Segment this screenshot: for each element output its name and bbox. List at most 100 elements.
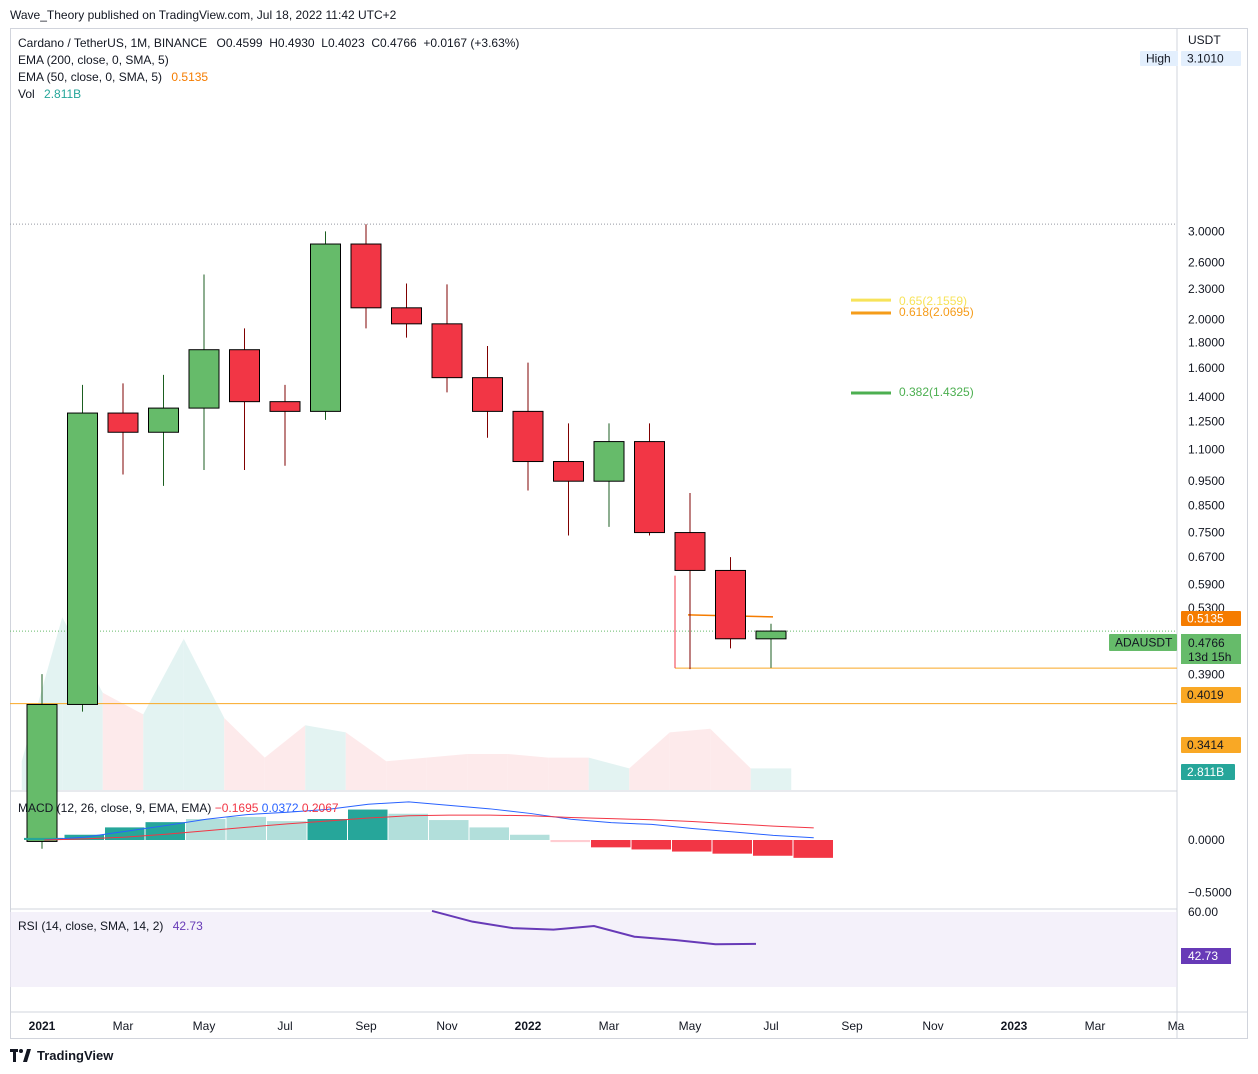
candle-body-2021-05 [188,349,220,409]
candle-body-2022-01 [512,410,544,463]
macd-tick-label: −0.5000 [1188,886,1232,900]
support2-badge-bg [1181,737,1241,753]
volume-area-2021-07 [264,725,306,790]
candle-body-2022-07 [755,630,787,640]
time-axis-label: May [193,1019,216,1033]
macd-histogram-bar [267,821,307,840]
price-tick-label: 1.1000 [1188,442,1225,456]
volume-area-2021-08 [305,725,346,790]
tradingview-logo-icon [10,1049,31,1062]
macd-histogram-bar [307,819,347,840]
volume-area-2021-04 [143,638,184,790]
macd-legend: MACD (12, 26, close, 9, EMA, EMA) −0.169… [18,801,339,815]
macd-label: MACD (12, 26, close, 9, EMA, EMA) [18,801,212,815]
price-tick-label: 1.6000 [1188,361,1225,375]
time-axis-label: Jul [277,1019,292,1033]
volume-area-2021-05 [183,638,225,790]
rsi-tick-label: 60.00 [1188,905,1218,919]
price-tick-label: 0.7500 [1188,526,1225,540]
rsi-band [10,912,1177,987]
macd-histogram-bar [712,840,752,854]
time-axis-label: Ma [1168,1019,1185,1033]
candle-body-2022-06 [715,569,746,640]
ohlc-values: O0.4599 H0.4930 L0.4023 C0.4766 +0.0167 … [216,36,520,50]
volume-area-2022-06 [710,728,751,790]
volume-area-2022-04 [629,732,670,790]
high-value-badge: 3.1010 [1187,52,1224,66]
volume-area-2022-03 [588,757,630,790]
volume-label: Vol [18,87,35,101]
time-axis-label: Nov [436,1019,457,1033]
volume-badge-bg [1181,764,1235,780]
macd-signal-line [44,814,814,841]
candle-body-2021-01 [26,703,58,842]
ema50-legend: EMA (50, close, 0, SMA, 5) 0.5135 [18,70,208,84]
candle-body-2022-02 [553,461,584,482]
volume-area-2022-02 [548,757,589,790]
macd-histogram-bar [591,840,631,848]
rsi-value-badge-bg [1181,948,1231,964]
candle-body-2022-03 [593,441,625,482]
price-tick-label: 0.8500 [1188,498,1225,512]
candle-body-2021-02 [67,412,98,705]
volume-badge: 2.811B [1187,765,1224,779]
price-tick-label: 0.9500 [1188,474,1225,488]
fib-label-2: 0.382(1.4325) [899,385,974,399]
macd-tick-label: 0.0000 [1188,833,1225,847]
tradingview-brand[interactable]: TradingView [10,1048,113,1063]
volume-area-2022-05 [669,728,711,790]
candle-body-2022-04 [634,441,665,534]
rsi-line [431,909,757,946]
price-tick-label: 1.4000 [1188,390,1225,404]
candle-body-2021-09 [350,243,382,309]
price-tick-label: 0.5900 [1188,578,1225,592]
macd-histogram-bar [145,822,185,840]
volume-area-2021-11 [426,754,468,790]
rsi-value: 42.73 [172,919,203,933]
rsi-label: RSI (14, close, SMA, 14, 2) [18,919,164,933]
macd-histogram-bar [672,840,712,852]
fib-label-0: 0.65(2.1559) [899,294,967,308]
volume-area-2021-09 [345,732,387,790]
price-tick-label: 2.0000 [1188,312,1225,326]
macd-histogram-bar [388,813,428,840]
ema50-label: EMA (50, close, 0, SMA, 5) [18,70,163,84]
macd-histogram-bar [469,827,509,840]
time-axis-label: Sep [841,1019,863,1033]
macd-histogram-bar [348,809,388,840]
high-value-badge-bg [1181,51,1241,66]
volume-value: 2.811B [44,87,82,101]
macd-hist-value: −0.1695 [214,801,259,815]
ema50-price-badge-bg [1181,611,1241,626]
high-label-badge-bg [1140,51,1178,66]
high-label-badge: High [1146,52,1171,66]
support2-badge: 0.3414 [1187,738,1224,752]
macd-line-value: 0.0372 [261,801,299,815]
time-axis-label: Sep [355,1019,377,1033]
volume-area-2022-07 [750,768,792,790]
candle-body-2021-04 [148,407,179,433]
time-axis-label: Mar [599,1019,620,1033]
volume-legend: Vol 2.811B [18,87,81,101]
candle-body-2021-12 [472,377,503,412]
candle-body-2021-11 [431,323,463,379]
price-tick-label: 3.0000 [1188,224,1225,238]
volume-area-2021-12 [467,754,508,790]
time-axis-label: Mar [113,1019,134,1033]
macd-histogram-bar [510,834,550,840]
macd-histogram-bar [550,840,590,843]
time-axis-label: 2021 [29,1019,56,1033]
ema200-legend: EMA (200, close, 0, SMA, 5) [18,53,169,67]
price-tick-label: 0.3900 [1188,668,1225,682]
chart-frame [10,28,1248,1039]
current-price-badge: 0.4766 [1188,636,1225,650]
macd-histogram-bar [631,840,671,850]
fib-label-1: 0.618(2.0695) [899,305,974,319]
rsi-legend: RSI (14, close, SMA, 14, 2) 42.73 [18,919,203,933]
support1-badge-bg [1181,687,1241,703]
macd-histogram-bar [186,819,226,840]
macd-histogram-bar [226,816,266,840]
macd-histogram-bar [24,837,64,840]
tradingview-brand-label: TradingView [37,1048,114,1063]
